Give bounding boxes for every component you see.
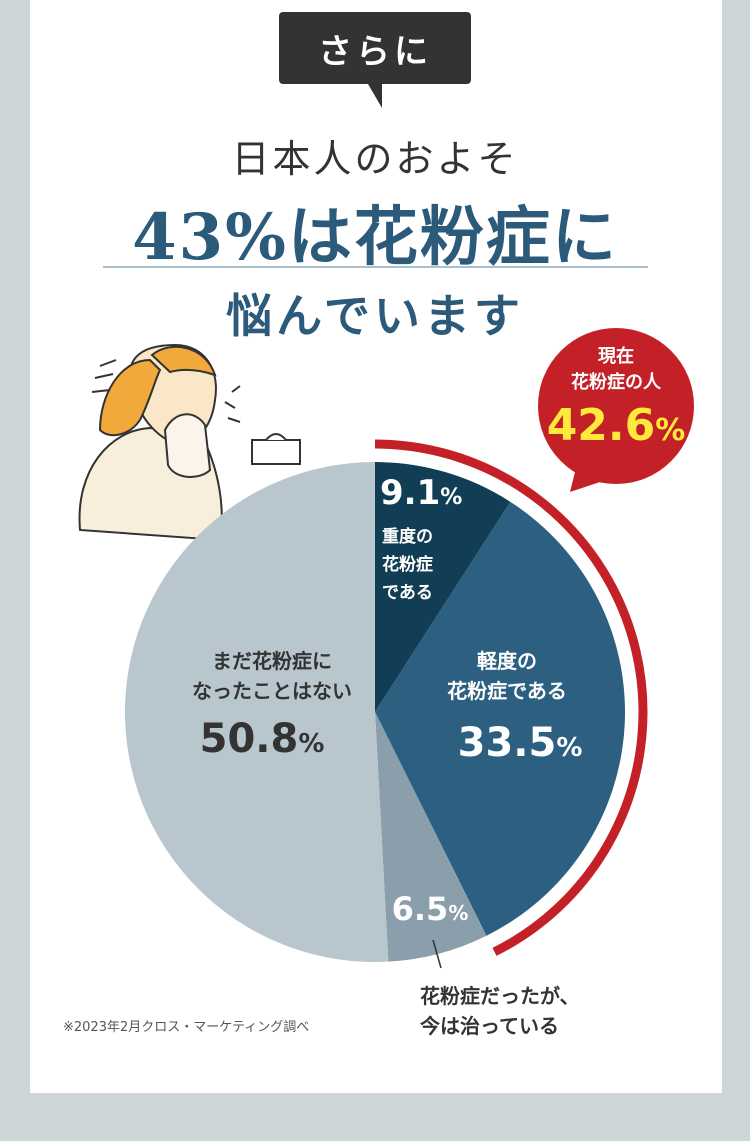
title-line-1: 日本人のおよそ — [231, 137, 519, 181]
slice-severe-label-3: である — [382, 583, 433, 603]
leader-line — [432, 939, 442, 969]
title-line-3: 悩んでいます — [226, 289, 524, 343]
svg-text:42.6%: 42.6% — [547, 400, 686, 451]
slice-severe-label-2: 花粉症 — [382, 554, 433, 575]
slice-mild-value: 33.5 — [458, 720, 557, 766]
callout-value: 42.6 — [547, 400, 656, 451]
slice-mild-unit: % — [556, 733, 582, 763]
svg-text:現在: 現在 — [598, 345, 634, 367]
slice-never-label-1: まだ花粉症に — [212, 649, 332, 673]
slice-severe-value: 9.1 — [380, 473, 440, 513]
svg-text:6.5%: 6.5% — [392, 890, 469, 928]
highlight-arc — [374, 439, 648, 956]
slice-recovered-unit: % — [448, 901, 468, 925]
slice-never — [125, 462, 389, 962]
callout-tail — [570, 468, 600, 492]
callout-line-2: 花粉症の人 — [571, 371, 662, 393]
slice-mild — [375, 501, 626, 936]
svg-text:33.5%: 33.5% — [458, 720, 583, 766]
svg-text:花粉症の人: 花粉症の人 — [571, 371, 662, 393]
sneezing-woman-illustration — [78, 343, 241, 542]
svg-text:50.8%: 50.8% — [200, 716, 325, 762]
title-underline — [103, 266, 648, 268]
title-line-2: 43%は花粉症に — [132, 200, 618, 275]
slice-recovered-label-2: 今は治っている — [420, 1014, 559, 1038]
footnote: ※2023年2月クロス・マーケティング調べ — [63, 1020, 310, 1035]
callout-circle — [538, 328, 694, 484]
svg-text:9.1%: 9.1% — [380, 473, 462, 513]
slice-never-unit: % — [298, 729, 324, 759]
callout-unit: % — [655, 413, 685, 448]
header-tag: さらに — [279, 12, 471, 84]
slice-mild-label-1: 軽度の — [477, 649, 537, 673]
callout-line-1: 現在 — [598, 345, 634, 367]
callout-bubble: 現在 花粉症の人 42.6% — [538, 328, 694, 492]
slice-never-label-2: なったことはない — [192, 679, 352, 703]
slice-severe-label-1: 重度の — [382, 526, 433, 547]
header-tag-tail — [368, 84, 382, 108]
slice-recovered — [375, 712, 487, 962]
slice-mild-label-2: 花粉症である — [447, 679, 567, 703]
pie-slices — [125, 462, 626, 962]
slice-never-value: 50.8 — [200, 716, 299, 762]
slice-severe-unit: % — [440, 485, 462, 510]
slice-severe — [375, 462, 511, 712]
tissue-box-icon — [251, 433, 301, 465]
slice-recovered-value: 6.5 — [392, 890, 449, 928]
slice-recovered-label-1: 花粉症だったが、 — [420, 984, 580, 1008]
